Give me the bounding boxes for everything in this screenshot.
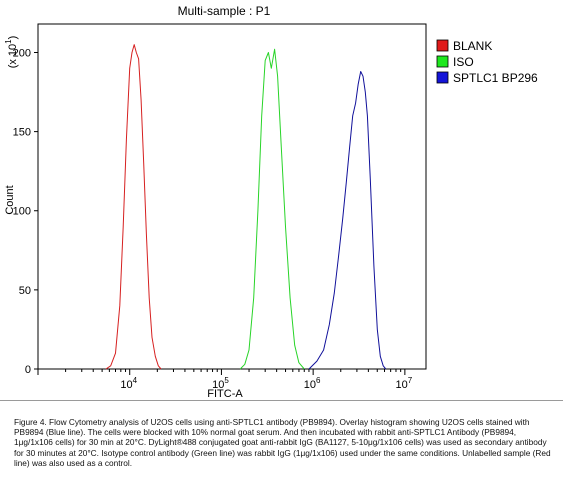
- y-tick-label: 150: [13, 127, 31, 139]
- x-tick-base: 10: [396, 379, 408, 391]
- y-tick-label: 100: [13, 206, 31, 218]
- y-scale-note-suffix: ): [7, 36, 19, 40]
- y-axis-label: Count: [4, 185, 16, 214]
- x-ticks: 104 105 106 107: [37, 369, 413, 391]
- legend-swatch: [436, 71, 449, 84]
- x-tick-base: 10: [120, 379, 132, 391]
- y-scale-note-exp: 1: [4, 39, 13, 44]
- x-tick-exp: 4: [133, 376, 138, 385]
- y-ticks: 0 50 100 150 200: [13, 47, 38, 376]
- series-line-iso: [239, 48, 305, 370]
- y-tick-label: 50: [19, 285, 31, 297]
- y-tick-label: 0: [25, 364, 31, 376]
- plot-area: [37, 23, 427, 370]
- x-tick-base: 10: [304, 379, 316, 391]
- x-tick-label: 105: [212, 376, 229, 391]
- y-scale-note-prefix: (x 10: [7, 44, 19, 68]
- x-axis-label: FITC-A: [207, 388, 243, 400]
- y-tick-label: 200: [13, 47, 31, 59]
- x-tick-exp: 5: [224, 376, 229, 385]
- chart-frame: Multi-sample : P1 (x 101) Count FITC-A 0…: [0, 4, 563, 401]
- figure-caption: Figure 4. Flow Cytometry analysis of U2O…: [14, 417, 551, 468]
- legend-swatch: [436, 39, 449, 52]
- legend: BLANK ISO SPTLC1 BP296: [436, 39, 538, 85]
- series-line-sptlc1-bp296: [308, 71, 387, 370]
- legend-label: BLANK: [453, 39, 492, 53]
- x-tick-exp: 7: [408, 376, 413, 385]
- series-line-blank: [105, 44, 162, 370]
- x-tick-base: 10: [212, 379, 224, 391]
- x-tick-exp: 6: [316, 376, 321, 385]
- x-tick-label: 107: [396, 376, 413, 391]
- x-tick-label: 104: [120, 376, 137, 391]
- series-layer: [105, 44, 387, 370]
- legend-swatch: [436, 55, 449, 68]
- x-tick-label: 106: [304, 376, 321, 391]
- legend-label: ISO: [453, 55, 474, 69]
- y-scale-note: (x 101): [4, 36, 19, 69]
- chart-title: Multi-sample : P1: [178, 4, 271, 18]
- legend-label: SPTLC1 BP296: [453, 71, 538, 85]
- flow-cytometry-histogram: Multi-sample : P1 (x 101) Count FITC-A 0…: [4, 4, 538, 400]
